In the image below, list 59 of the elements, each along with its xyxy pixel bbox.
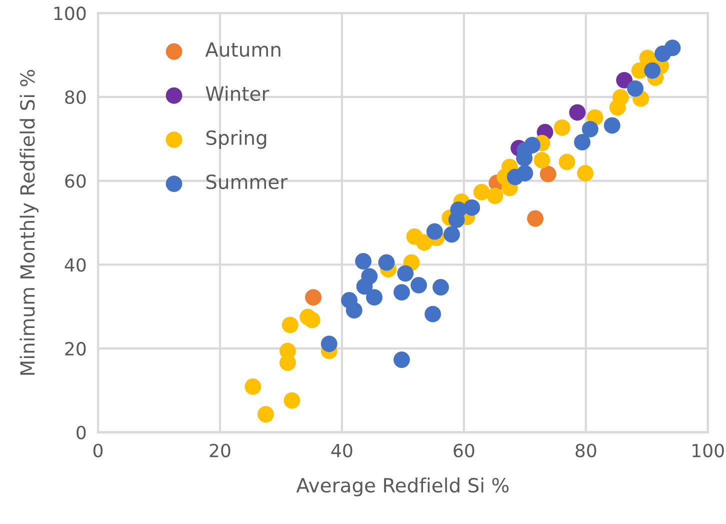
point [424, 306, 442, 322]
point [577, 165, 594, 182]
point [627, 80, 644, 97]
point [473, 184, 490, 200]
y-tick-label: 40 [64, 258, 86, 272]
point [644, 62, 661, 79]
point [346, 302, 362, 319]
point [378, 254, 395, 271]
point [366, 289, 382, 306]
point [444, 226, 460, 243]
point [450, 201, 467, 218]
y-tick-label: 80 [65, 90, 86, 104]
point [664, 40, 681, 56]
legend-label: Summer [206, 174, 288, 190]
point [355, 253, 372, 270]
point [393, 352, 410, 368]
legend-label: Winter [206, 86, 270, 101]
point [486, 188, 504, 204]
point [284, 392, 300, 409]
point [432, 279, 449, 296]
point [305, 289, 322, 306]
point [554, 119, 570, 136]
point [426, 223, 443, 240]
point [612, 89, 629, 106]
point [304, 312, 320, 328]
point [258, 406, 274, 422]
point [524, 136, 540, 154]
point [604, 117, 620, 134]
point [574, 134, 590, 150]
point [558, 154, 576, 170]
point [582, 121, 598, 138]
y-tick-label: 0 [76, 426, 86, 440]
point [282, 316, 298, 334]
y-tick-label: 60 [65, 174, 86, 188]
legend-label: Autumn [205, 42, 280, 57]
point [616, 72, 633, 88]
point [534, 152, 550, 168]
x-tick-label: 40 [331, 444, 352, 458]
x-tick-label: 100 [692, 444, 724, 458]
point [569, 104, 586, 121]
y-tick-label: 100 [54, 6, 86, 20]
point [410, 276, 428, 294]
legend-label: Spring [206, 130, 266, 149]
point [393, 284, 410, 301]
x-tick-label: 20 [210, 444, 230, 458]
x-tick-label: 80 [576, 444, 596, 458]
y-tick-label: 20 [65, 342, 86, 356]
point [244, 378, 262, 395]
x-tick-label: 0 [93, 444, 103, 458]
y-axis-title: Minimum Monthly Redfield Si % [20, 70, 39, 375]
point [320, 336, 338, 352]
point [516, 165, 534, 182]
point [397, 265, 414, 282]
point [527, 210, 544, 227]
point [464, 199, 480, 216]
x-axis-title: Average Redfield Si % [296, 478, 509, 496]
point [540, 166, 556, 182]
point [356, 278, 373, 295]
x-tick-label: 60 [454, 444, 474, 458]
